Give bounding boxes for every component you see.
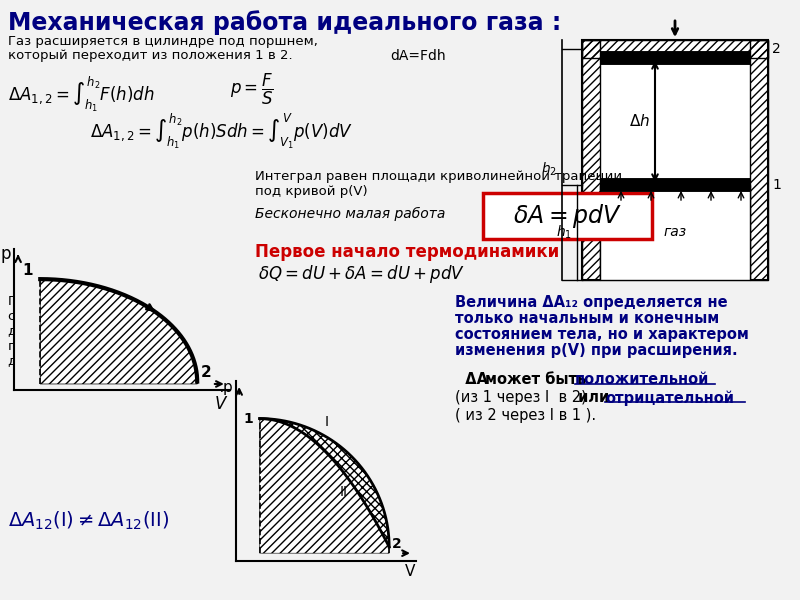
Text: под кривой p(V): под кривой p(V) xyxy=(255,185,368,198)
Bar xyxy=(582,40,600,280)
Text: $\Delta A_{1,2} = \int_{h_1}^{h_2} F(h)dh$: $\Delta A_{1,2} = \int_{h_1}^{h_2} F(h)d… xyxy=(8,75,155,114)
Text: может быть: может быть xyxy=(485,372,591,387)
Text: $\Delta A_{1,2} = \int_{h_1}^{h_2} p(h)Sdh = \int_{V_1}^{V} p(V)dV$: $\Delta A_{1,2} = \int_{h_1}^{h_2} p(h)S… xyxy=(90,112,353,151)
Text: только начальным и конечным: только начальным и конечным xyxy=(455,311,719,326)
Text: $p = \dfrac{F}{S}$: $p = \dfrac{F}{S}$ xyxy=(230,72,274,107)
Text: $\delta Q = dU + \delta A = dU + pdV$: $\delta Q = dU + \delta A = dU + pdV$ xyxy=(258,263,466,285)
Text: 2: 2 xyxy=(772,42,781,56)
Text: $h_2$: $h_2$ xyxy=(541,160,557,178)
Text: Механическая работа идеального газа :: Механическая работа идеального газа : xyxy=(8,10,562,35)
Bar xyxy=(582,40,768,58)
Text: Переход из состояния 1 в: Переход из состояния 1 в xyxy=(8,295,190,308)
Text: двух различных процессов.: двух различных процессов. xyxy=(8,355,203,368)
Text: 1: 1 xyxy=(22,263,33,278)
Text: состоянием тела, но и характером: состоянием тела, но и характером xyxy=(455,327,749,342)
Text: Интеграл равен площади криволинейной трапеции: Интеграл равен площади криволинейной тра… xyxy=(255,170,622,183)
Text: I: I xyxy=(325,415,329,430)
Text: состояние 2 осуществляется: состояние 2 осуществляется xyxy=(8,310,212,323)
Text: V: V xyxy=(405,564,415,579)
Text: который переходит из положения 1 в 2.: который переходит из положения 1 в 2. xyxy=(8,49,293,62)
Bar xyxy=(582,40,768,280)
Text: посредством: посредством xyxy=(8,340,99,353)
Text: положительной: положительной xyxy=(575,372,710,387)
Text: двумя способами –: двумя способами – xyxy=(8,325,141,338)
Bar xyxy=(600,185,750,280)
Text: газ: газ xyxy=(663,226,686,239)
Text: Бесконечно малая работа: Бесконечно малая работа xyxy=(255,207,446,221)
Text: ΔА: ΔА xyxy=(455,372,493,387)
Text: $\delta A= pdV$: $\delta A= pdV$ xyxy=(513,202,622,230)
Text: 2: 2 xyxy=(201,365,212,380)
Text: ( из 2 через I в 1 ).: ( из 2 через I в 1 ). xyxy=(455,408,596,423)
Text: $\Delta A_{12}\left(\mathrm{I}\right) \neq \Delta A_{12}\left(\mathrm{II}\right): $\Delta A_{12}\left(\mathrm{I}\right) \n… xyxy=(8,510,169,532)
Text: 1: 1 xyxy=(244,412,254,425)
Text: отрицательной: отрицательной xyxy=(605,390,734,406)
Text: или: или xyxy=(573,390,614,405)
Text: 2: 2 xyxy=(392,537,402,551)
FancyBboxPatch shape xyxy=(483,193,652,239)
Text: dA=Fdh: dA=Fdh xyxy=(390,49,446,63)
Text: p: p xyxy=(0,245,10,263)
Text: p: p xyxy=(223,380,233,395)
Text: Величина ΔA₁₂ определяется не: Величина ΔA₁₂ определяется не xyxy=(455,295,728,310)
Text: II: II xyxy=(340,485,348,499)
Text: Первое начало термодинамики: Первое начало термодинамики xyxy=(255,243,559,261)
Text: (из 1 через I  в 2): (из 1 через I в 2) xyxy=(455,390,591,405)
Text: изменения p(V) при расширения.: изменения p(V) при расширения. xyxy=(455,343,738,358)
Text: $\Delta h$: $\Delta h$ xyxy=(629,113,650,130)
Text: $h_1$: $h_1$ xyxy=(556,224,572,241)
Text: 1: 1 xyxy=(772,178,781,192)
Text: $\dot{V}$: $\dot{V}$ xyxy=(214,391,228,415)
Bar xyxy=(750,40,768,280)
Text: Газ расширяется в цилиндре под поршнем,: Газ расширяется в цилиндре под поршнем, xyxy=(8,35,318,48)
